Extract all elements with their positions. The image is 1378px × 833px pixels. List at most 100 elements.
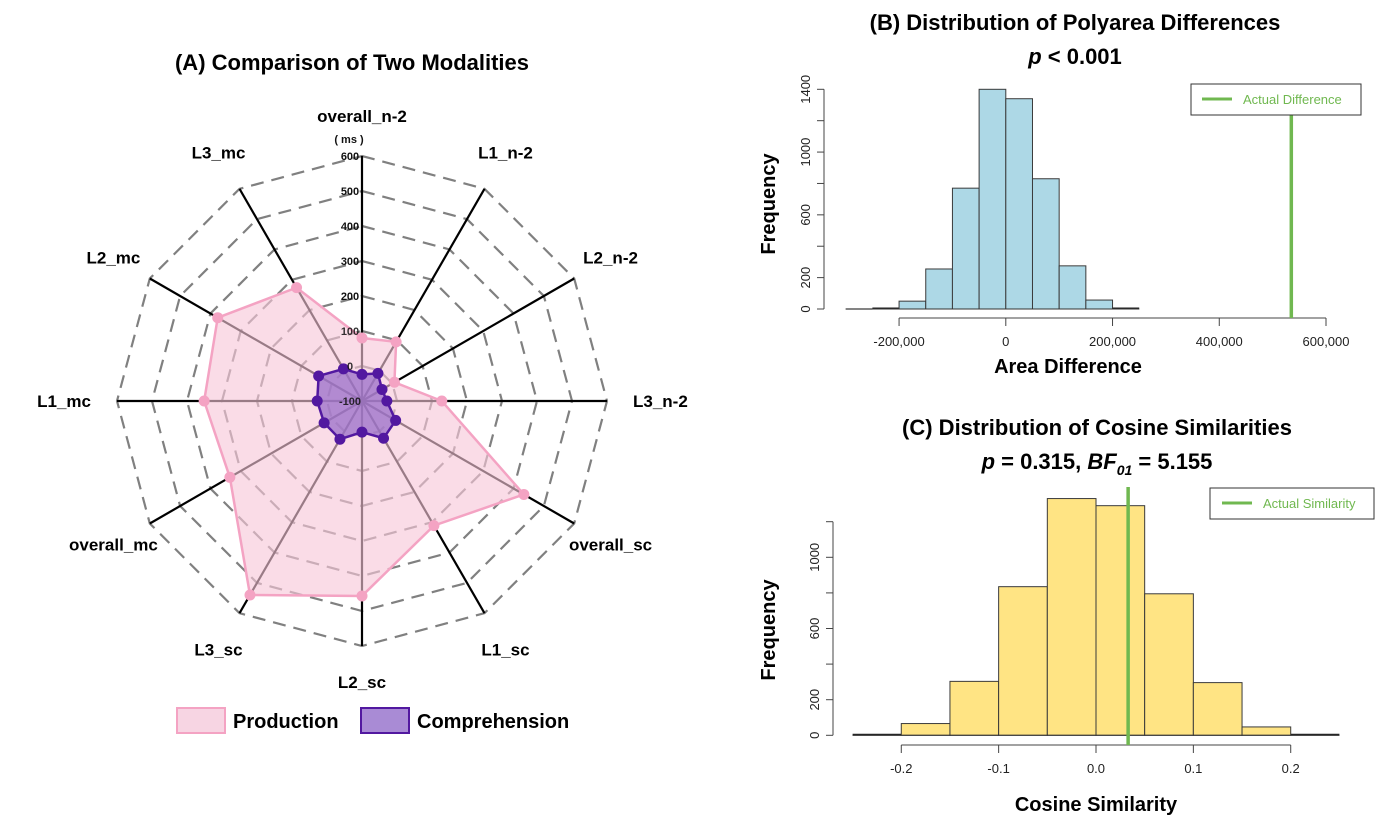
histogram-b-ylabel: Frequency	[758, 153, 780, 255]
histogram-bar	[1085, 299, 1114, 310]
x-tick-label: -0.1	[987, 761, 1009, 776]
radar-point-comprehension	[311, 395, 323, 407]
histogram-bar	[925, 268, 953, 310]
subtitle-bf-value: = 5.155	[1132, 449, 1212, 474]
histogram-bar	[951, 187, 980, 310]
radar-point-production	[356, 590, 368, 602]
histogram-b: 0 200 600 1000 1400 -200,000 0 200,000 400,000 60…	[798, 75, 1350, 349]
histogram-c-xlabel: Cosine Similarity	[1015, 794, 1178, 816]
radar-ring-label: 200	[341, 291, 359, 303]
radar-point-comprehension	[318, 417, 330, 429]
radar-point-production	[436, 395, 448, 407]
subtitle-p-value: = 0.315,	[995, 449, 1087, 474]
radar-ring-label: 500	[341, 186, 359, 198]
radar-chart-title: (A) Comparison of Two Modalities	[175, 50, 529, 75]
radar-point-production	[224, 471, 236, 483]
radar-point-production	[518, 488, 530, 500]
subtitle-p-value: < 0.001	[1042, 44, 1122, 69]
radar-axis-names: overall_n-2 L1_n-2 L2_n-2 L3_n-2 overall_sc L…	[37, 107, 688, 692]
histogram-c-title: (C) Distribution of Cosine Similarities	[902, 415, 1292, 440]
radar-point-production	[212, 312, 224, 324]
histogram-bar	[900, 723, 951, 736]
radar-legend: Production Comprehension	[176, 707, 569, 734]
radar-axis-label: overall_n-2	[317, 107, 407, 126]
x-tick-label: 200,000	[1089, 334, 1136, 349]
radar-point-production	[356, 332, 368, 344]
radar-axis-label: L3_n-2	[633, 392, 688, 411]
radar-ring-label: 600	[341, 151, 359, 163]
radar-point-production	[291, 282, 303, 294]
radar-axis-label: L3_mc	[192, 143, 246, 162]
x-tick-label: 0	[1002, 334, 1009, 349]
histogram-c-subtitle: p = 0.315, BF01 = 5.155	[981, 449, 1213, 478]
legend-label-production: Production	[233, 711, 339, 733]
radar-point-comprehension	[381, 395, 393, 407]
histogram-c-ylabel: Frequency	[758, 579, 780, 681]
radar-axis-label: L3_sc	[194, 641, 242, 660]
histogram-bar	[949, 680, 1000, 736]
subtitle-bf-symbol: BF	[1087, 449, 1117, 474]
histogram-bar	[1144, 593, 1194, 736]
radar-point-comprehension	[390, 414, 402, 426]
radar-ring-label: 100	[341, 326, 359, 338]
legend-label-comprehension: Comprehension	[417, 711, 569, 733]
x-tick-label: -200,000	[873, 334, 924, 349]
radar-point-production	[388, 376, 400, 388]
histogram-bar	[1005, 98, 1033, 310]
radar-point-comprehension	[378, 432, 390, 444]
histogram-bar	[978, 88, 1007, 310]
x-tick-label: 600,000	[1303, 334, 1350, 349]
histogram-c: 0 200 600 1000 -0.2 -0.1 0.0 0.1 0.2	[807, 487, 1340, 776]
x-tick-label: 0.0	[1087, 761, 1105, 776]
legend-swatch-production	[176, 707, 226, 734]
subtitle-bf-subscript: 01	[1117, 462, 1133, 478]
radar-axis-label: overall_mc	[69, 536, 158, 555]
radar-ring-label: 0	[347, 361, 353, 373]
histogram-bar	[1046, 498, 1097, 736]
radar-point-comprehension	[372, 367, 384, 379]
radar-series	[198, 282, 530, 602]
histogram-b-title: (B) Distribution of Polyarea Differences	[870, 10, 1281, 35]
y-tick-label: 0	[807, 732, 822, 739]
y-tick-label: 200	[798, 267, 813, 289]
y-tick-label: 200	[807, 689, 822, 711]
histogram-cosine-similarity-panel: (C) Distribution of Cosine Similarities …	[758, 415, 1375, 816]
histogram-b-xlabel: Area Difference	[994, 356, 1142, 378]
radar-chart-panel: (A) Comparison of Two Modalities -100 0 10…	[37, 50, 688, 734]
radar-point-production	[390, 336, 402, 348]
radar-point-comprehension	[334, 433, 346, 445]
x-tick-label: -0.2	[890, 761, 912, 776]
histogram-bar	[1058, 265, 1087, 310]
radar-axis-label: L2_n-2	[583, 249, 638, 268]
legend-label-actual-difference: Actual Difference	[1243, 92, 1342, 107]
histogram-area-difference-panel: (B) Distribution of Polyarea Differences…	[758, 10, 1362, 378]
y-tick-label: 600	[798, 204, 813, 226]
y-tick-label: 600	[807, 618, 822, 640]
radar-axis-label: L1_sc	[481, 641, 529, 660]
histogram-b-subtitle: p < 0.001	[1027, 44, 1122, 69]
y-tick-label: 1000	[798, 138, 813, 167]
radar-axis-label: L1_n-2	[478, 143, 533, 162]
radar-ring-label: -100	[339, 396, 361, 408]
radar-ring-label: 400	[341, 221, 359, 233]
histogram-bar	[898, 300, 927, 310]
radar-ring-label: 300	[341, 256, 359, 268]
radar-point-production	[244, 589, 256, 601]
radar-point-comprehension	[356, 368, 368, 380]
histogram-b-legend: Actual Difference	[1190, 83, 1362, 116]
radar-point-comprehension	[356, 426, 368, 438]
x-tick-label: 400,000	[1196, 334, 1243, 349]
subtitle-p-symbol: p	[981, 449, 995, 474]
radar-unit-label: ( ms )	[334, 134, 364, 146]
radar-point-comprehension	[376, 383, 388, 395]
radar-axis-label: overall_sc	[569, 536, 652, 555]
x-tick-label: 0.2	[1282, 761, 1300, 776]
y-tick-label: 1000	[807, 543, 822, 572]
histogram-c-legend: Actual Similarity	[1209, 487, 1375, 520]
histogram-bar	[998, 586, 1048, 736]
legend-label-actual-similarity: Actual Similarity	[1263, 496, 1356, 511]
histogram-bar	[1192, 682, 1243, 736]
legend-swatch-comprehension	[360, 707, 410, 734]
radar-point-production	[198, 395, 210, 407]
